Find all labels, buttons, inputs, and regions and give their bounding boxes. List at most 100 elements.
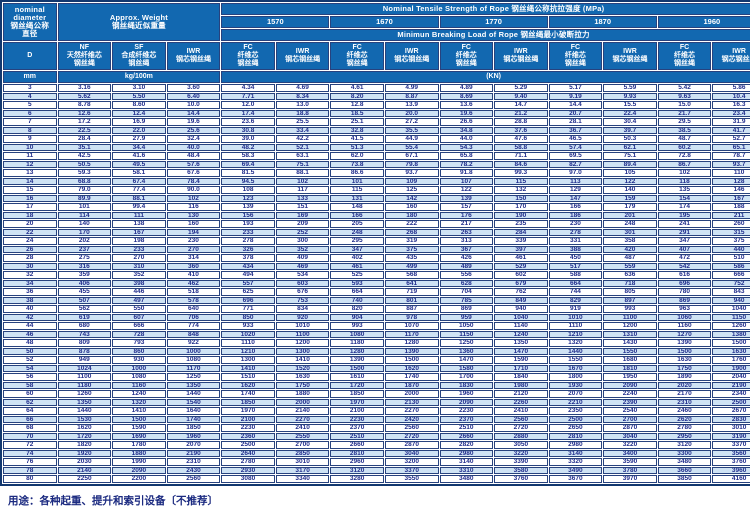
cell: 1320 [548,339,603,347]
cell: 8.60 [112,101,166,109]
cell: 347 [330,245,384,253]
cell: 2360 [221,432,275,440]
cell: 2100 [330,407,384,415]
cell: 679 [494,279,548,287]
diameter-cell: 7 [3,118,57,126]
cell: 1690 [112,432,166,440]
cell: 3.16 [57,84,112,92]
cell: 5.50 [112,92,166,100]
cell: 160 [384,203,439,211]
diameter-cell: 15 [3,186,57,194]
cell: 1000 [166,347,221,355]
cell: 3390 [494,458,548,466]
cell: 41.5 [330,135,384,143]
cell: 19.6 [439,109,494,117]
cell: 42.5 [57,152,112,160]
header-iwr-1960: IWR 钢芯钢丝绳 [712,42,750,70]
cell: 1430 [603,339,657,347]
cell: 4.61 [330,84,384,92]
cell: 1850 [221,398,275,406]
cell: 2310 [166,458,221,466]
cell: 263 [439,228,494,236]
cell: 1850 [166,424,221,432]
cell: 57.4 [548,143,603,151]
cell: 102 [657,169,712,177]
cell: 295 [330,237,384,245]
cell: 472 [657,254,712,262]
table-row: 28 275 270 314 378 409 402 435 426 461 450 487 472 51… [3,254,750,262]
cell: 1200 [275,339,330,347]
cell: 1680 [603,356,657,364]
diameter-cell: 24 [3,237,57,245]
cell: 1830 [439,381,494,389]
cell: 586 [712,262,750,270]
cell: 2210 [548,398,603,406]
cell: 78.7 [712,152,750,160]
cell: 848 [166,330,221,338]
cell: 310 [112,262,166,270]
table-row: 26 237 233 270 326 352 347 375 367 397 388 420 407 44… [3,245,750,253]
cell: 1640 [166,407,221,415]
cell: 151 [275,203,330,211]
cell: 2270 [275,415,330,423]
cell: 2410 [494,407,548,415]
cell: 42.2 [275,135,330,143]
cell: 525 [330,271,384,279]
cell: 176 [439,211,494,219]
cell: 4.34 [221,84,275,92]
cell: 1200 [603,322,657,330]
cell: 88.1 [275,169,330,177]
cell: 21.7 [657,109,712,117]
cell: 869 [439,305,494,313]
cell: 222 [384,220,439,228]
cell: 188 [712,203,750,211]
cell: 37.6 [494,126,548,134]
cell: 2850 [275,449,330,457]
cell: 79.0 [57,186,112,194]
cell: 930 [112,356,166,364]
cell: 559 [603,262,657,270]
diameter-cell: 4 [3,92,57,100]
cell: 664 [548,279,603,287]
table-row: 9 28.4 27.9 32.4 39.0 42.2 41.5 44.9 44.0 47.6 46.… [3,135,750,143]
cell: 3190 [712,432,750,440]
diameter-cell: 26 [3,245,57,253]
cell: 1140 [494,322,548,330]
cell: 69.4 [221,160,275,168]
cell: 23.6 [221,118,275,126]
cell: 666 [712,271,750,279]
diameter-cell: 64 [3,407,57,415]
cell: 139 [439,194,494,202]
table-row: 76 2030 1990 2310 2780 3010 2960 3200 3140 3390 33… [3,458,750,466]
table-row: 22 170 167 194 233 252 248 268 263 284 278 301 291 31… [3,228,750,236]
unit-kn: (KN) [221,71,750,83]
diameter-cell: 54 [3,364,57,372]
cell: 2640 [221,449,275,457]
cell: 3170 [275,466,330,474]
cell: 497 [112,296,166,304]
cell: 2550 [275,432,330,440]
cell: 743 [57,330,112,338]
cell: 517 [548,262,603,270]
cell: 125 [384,186,439,194]
diameter-cell: 46 [3,330,57,338]
cell: 300 [275,237,330,245]
cell: 1760 [712,356,750,364]
cell: 3300 [657,449,712,457]
cell: 170 [494,203,548,211]
cell: 14.4 [548,101,603,109]
cell: 331 [548,237,603,245]
cell: 1700 [439,373,494,381]
cell: 3480 [657,458,712,466]
diameter-cell: 40 [3,305,57,313]
cell: 47.6 [494,135,548,143]
cell: 3550 [384,475,439,483]
cell: 680 [57,322,112,330]
cell: 101 [57,203,112,211]
header-fc-1670: FC 纤维芯 钢丝绳 [330,42,384,70]
cell: 1620 [57,424,112,432]
cell: 2720 [494,424,548,432]
cell: 2130 [384,398,439,406]
cell: 347 [657,237,712,245]
cell: 434 [221,262,275,270]
